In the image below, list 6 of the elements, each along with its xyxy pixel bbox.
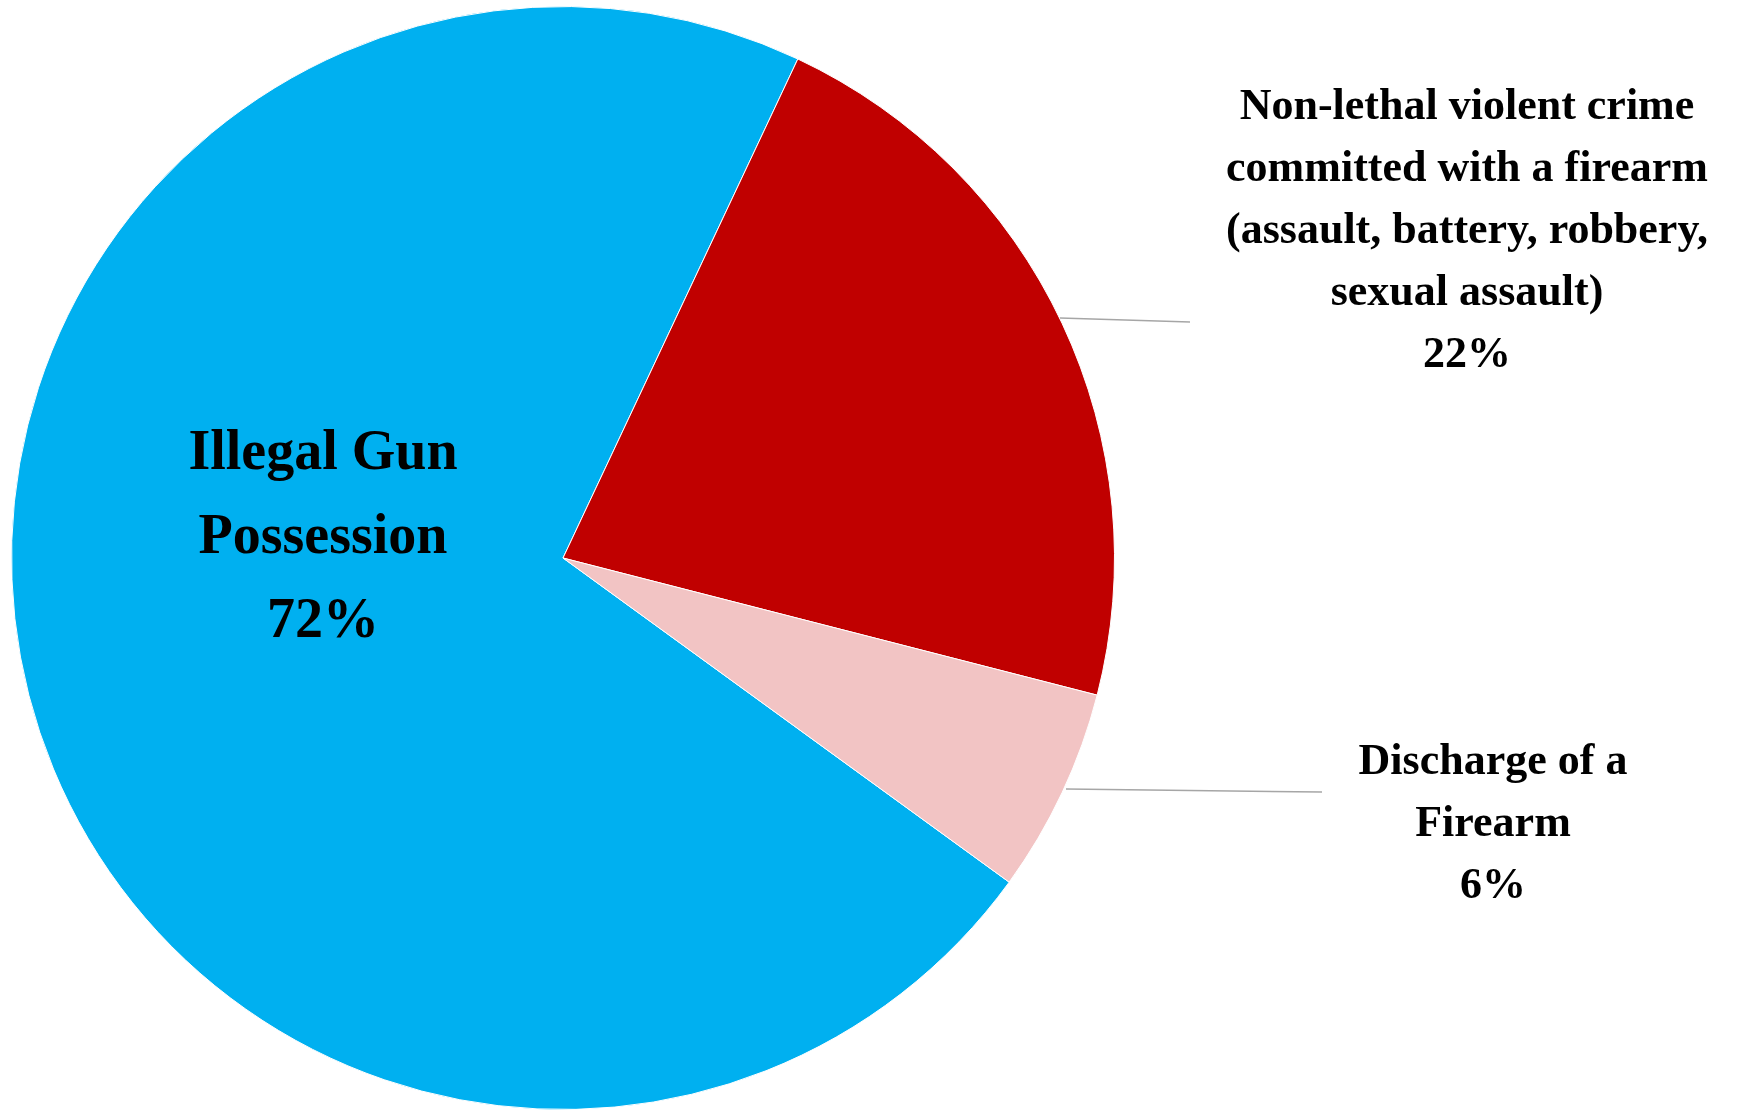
data-label: 6% <box>1460 859 1526 909</box>
slice-label: Discharge of a Firearm <box>1358 735 1628 847</box>
slice-label: Non-lethal violent crime committed with a firearm (assault, battery, robbery, sexual assault) <box>1226 80 1708 316</box>
data-label: 22% <box>1423 328 1511 378</box>
data-label: 72% <box>267 587 379 650</box>
slice-label: Illegal Gun Possession <box>188 419 458 566</box>
